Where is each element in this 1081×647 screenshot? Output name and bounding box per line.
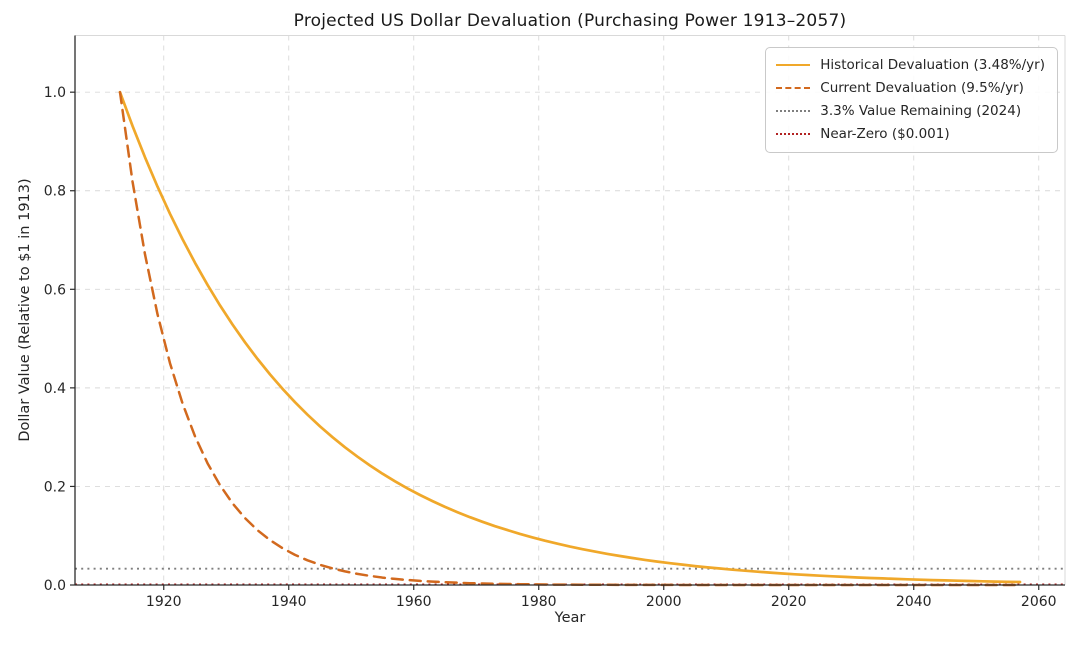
legend-swatch-red-dotted-line [776,133,811,135]
legend-label: Historical Devaluation (3.48%/yr) [820,57,1045,73]
legend-label: 3.3% Value Remaining (2024) [820,103,1022,119]
x-tick-label: 2000 [646,594,682,610]
series-curve-1 [118,90,1022,587]
legend-label: Current Devaluation (9.5%/yr) [820,80,1024,96]
legend-item-near-zero: Near-Zero ($0.001) [776,124,1045,144]
chart-title: Projected US Dollar Devaluation (Purchas… [293,11,847,31]
legend-swatch-gray-dotted-line [776,110,811,112]
x-axis-label: Year [554,610,586,626]
y-axis-label: Dollar Value (Relative to $1 in 1913) [17,178,33,442]
y-tick-label: 0.4 [44,381,66,397]
legend-item-historical-devaluation: Historical Devaluation (3.48%/yr) [776,55,1045,75]
x-tick-label: 2040 [896,594,932,610]
legend-label: Near-Zero ($0.001) [820,126,950,142]
x-tick-label: 2060 [1021,594,1057,610]
y-tick-label: 1.0 [44,85,66,101]
y-tick-label: 0.6 [44,282,66,298]
x-tick-label: 1960 [396,594,432,610]
legend-item-current-devaluation: Current Devaluation (9.5%/yr) [776,78,1045,98]
legend-swatch-dashed-line [776,87,811,89]
y-tick-label: 0.0 [44,578,66,594]
legend: Historical Devaluation (3.48%/yr) Curren… [765,47,1058,153]
y-tick-label: 0.2 [44,479,66,495]
series-curve-0 [118,90,1022,584]
x-tick-label: 1940 [271,594,307,610]
legend-swatch-solid-line [776,64,811,66]
y-tick-label: 0.8 [44,184,66,200]
x-tick-label: 1920 [146,594,182,610]
legend-item-value-remaining: 3.3% Value Remaining (2024) [776,101,1045,121]
x-tick-label: 1980 [521,594,557,610]
x-tick-label: 2020 [771,594,807,610]
